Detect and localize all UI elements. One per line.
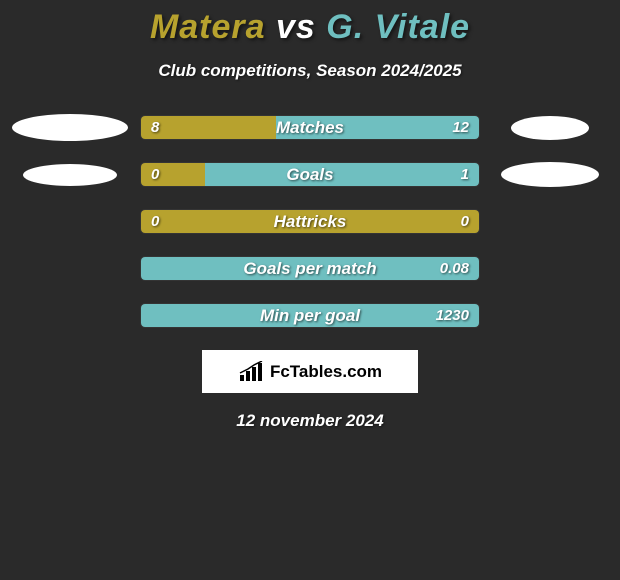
bar-goals-per-match: Goals per match 0.08: [140, 256, 480, 281]
right-value: 1: [461, 163, 469, 186]
brand-text: FcTables.com: [270, 362, 382, 382]
bar-hattricks: 0 Hattricks 0: [140, 209, 480, 234]
stat-label: Goals per match: [141, 257, 479, 280]
stat-row: Min per goal 1230: [0, 303, 620, 328]
bar-matches: 8 Matches 12: [140, 115, 480, 140]
stat-row: Goals per match 0.08: [0, 256, 620, 281]
title-right: G. Vitale: [326, 8, 470, 46]
date-text: 12 november 2024: [0, 411, 620, 431]
stat-label: Goals: [141, 163, 479, 186]
ellipse-decor: [511, 116, 589, 140]
right-value: 0.08: [440, 257, 469, 280]
ellipse-decor: [12, 114, 128, 141]
ellipse-decor: [501, 162, 599, 187]
stats-section: 8 Matches 12 0 Goals 1 0 Hattricks: [0, 115, 620, 328]
stat-label: Min per goal: [141, 304, 479, 327]
right-value: 1230: [436, 304, 469, 327]
right-value: 12: [452, 116, 469, 139]
bar-min-per-goal: Min per goal 1230: [140, 303, 480, 328]
right-slot: [480, 162, 620, 187]
stat-label: Matches: [141, 116, 479, 139]
left-slot: [0, 114, 140, 141]
left-slot: [0, 164, 140, 186]
stat-row: 0 Hattricks 0: [0, 209, 620, 234]
title-vs: vs: [266, 8, 327, 46]
right-value: 0: [461, 210, 469, 233]
stat-label: Hattricks: [141, 210, 479, 233]
ellipse-decor: [23, 164, 117, 186]
stat-row: 0 Goals 1: [0, 162, 620, 187]
subtitle: Club competitions, Season 2024/2025: [0, 61, 620, 81]
brand-box[interactable]: FcTables.com: [202, 350, 418, 393]
title-left: Matera: [150, 8, 266, 46]
right-slot: [480, 116, 620, 140]
stat-row: 8 Matches 12: [0, 115, 620, 140]
page-title: Matera vs G. Vitale: [0, 0, 620, 47]
bar-chart-icon: [238, 361, 264, 383]
bar-goals: 0 Goals 1: [140, 162, 480, 187]
